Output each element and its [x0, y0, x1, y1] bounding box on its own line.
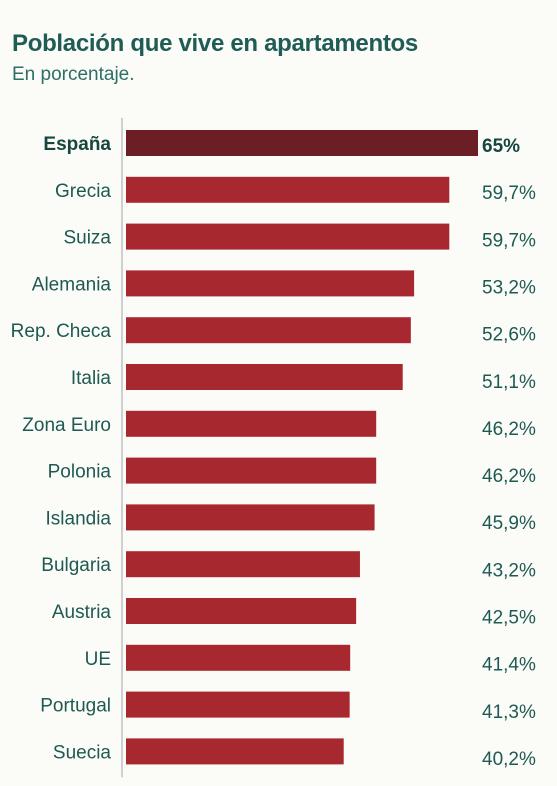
category-label: UE	[85, 649, 111, 670]
bar	[126, 644, 351, 671]
value-label: 45,9%	[482, 513, 536, 534]
value-label: 59,7%	[482, 230, 536, 251]
category-label: Alemania	[32, 274, 112, 295]
value-label: 51,1%	[482, 372, 536, 393]
bar	[126, 504, 375, 531]
category-label: Portugal	[40, 696, 111, 717]
bar	[126, 364, 403, 390]
value-label: 52,6%	[482, 325, 536, 346]
value-label: 53,2%	[482, 277, 536, 298]
value-label: 65%	[482, 136, 520, 157]
bar	[126, 130, 478, 156]
bar	[126, 176, 450, 203]
category-label: Suecia	[53, 742, 112, 763]
bar	[126, 551, 360, 578]
value-label: 40,2%	[482, 749, 536, 770]
value-label: 43,2%	[482, 560, 536, 581]
chart-title: Población que vive en apartamentos	[12, 30, 418, 57]
category-label: Grecia	[55, 181, 111, 202]
bar	[126, 270, 415, 297]
category-label: Islandia	[46, 508, 112, 529]
category-label: Polonia	[48, 462, 112, 483]
value-label: 46,2%	[482, 466, 536, 487]
value-label: 59,7%	[482, 183, 536, 204]
category-label: Rep. Checa	[11, 321, 112, 342]
bar	[126, 457, 377, 484]
value-label: 41,3%	[482, 702, 536, 723]
bar	[126, 738, 344, 765]
chart-subtitle: En porcentaje.	[12, 64, 135, 85]
category-label: Suiza	[63, 228, 111, 249]
category-label: Austria	[52, 602, 112, 623]
value-label: 42,5%	[482, 608, 536, 629]
bar	[126, 223, 450, 250]
bar	[126, 598, 357, 624]
value-label: 41,4%	[482, 655, 536, 676]
bar	[126, 317, 411, 344]
bar	[126, 410, 377, 437]
category-label: Italia	[71, 368, 112, 389]
category-label: Zona Euro	[22, 415, 111, 436]
bar	[126, 691, 350, 718]
category-label: España	[43, 134, 111, 155]
category-label: Bulgaria	[41, 555, 111, 576]
value-label: 46,2%	[482, 419, 536, 440]
